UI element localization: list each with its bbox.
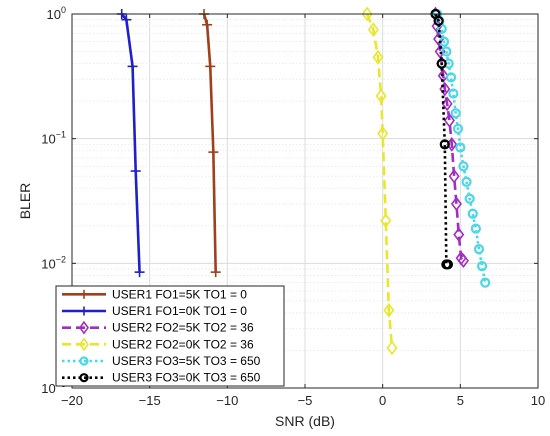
data-point — [437, 68, 449, 84]
y-tick-label: 10−2 — [41, 254, 66, 271]
legend-marker — [79, 337, 89, 352]
data-point — [208, 147, 219, 158]
data-point — [121, 14, 132, 25]
data-point — [202, 19, 213, 30]
data-point — [127, 61, 138, 72]
data-point — [453, 227, 465, 242]
legend-label: USER2 FO2=0K TO2 = 36 — [112, 337, 254, 351]
x-tick-label: −15 — [139, 393, 161, 408]
legend-label: USER1 FO1=0K TO1 = 0 — [112, 304, 247, 318]
data-point — [448, 88, 459, 99]
data-point — [473, 244, 485, 255]
y-axis-label: BLER — [17, 183, 33, 220]
legend-marker — [79, 373, 89, 383]
data-point — [442, 259, 454, 270]
legend-entry: USER2 FO2=0K TO2 = 36 — [62, 337, 254, 351]
data-point — [461, 176, 472, 187]
series-4 — [361, 6, 398, 356]
data-point — [480, 277, 491, 288]
series-line — [434, 13, 448, 266]
data-point — [130, 166, 141, 177]
x-tick-label: −20 — [61, 393, 83, 408]
data-point — [436, 58, 447, 69]
data-point — [433, 31, 445, 47]
data-point — [457, 253, 469, 269]
data-point — [448, 168, 460, 184]
data-point — [441, 46, 452, 57]
data-point — [210, 267, 221, 278]
data-point — [372, 49, 384, 65]
legend-label: USER3 FO3=5K TO3 = 650 — [112, 354, 261, 368]
legend-marker — [79, 306, 89, 316]
legend-entry: USER1 FO1=0K TO1 = 0 — [62, 304, 247, 318]
legend: USER1 FO1=5K TO1 = 0 USER1 FO1=0K TO1 = 0… — [55, 285, 285, 387]
data-point — [470, 223, 481, 234]
data-point — [433, 15, 444, 27]
series-line — [435, 13, 487, 283]
data-point — [450, 196, 462, 212]
data-point — [205, 61, 216, 72]
data-point — [458, 161, 469, 172]
x-tick-label: −5 — [298, 393, 313, 408]
data-point — [439, 139, 450, 150]
x-tick-label: 10 — [531, 393, 545, 408]
legend-label: USER1 FO1=5K TO1 = 0 — [112, 287, 247, 301]
y-tick-label: 100 — [47, 5, 66, 22]
x-axis-label: SNR (dB) — [275, 413, 335, 429]
data-point — [380, 213, 392, 228]
data-point — [445, 72, 457, 83]
data-point — [455, 142, 466, 153]
legend-marker — [79, 320, 89, 335]
legend-entry: USER1 FO1=5K TO1 = 0 — [62, 287, 247, 301]
legend-box — [55, 285, 285, 387]
data-point — [361, 6, 373, 22]
data-point — [450, 108, 461, 119]
data-point — [383, 302, 395, 318]
x-tick-label: −10 — [216, 393, 238, 408]
legend-marker — [79, 356, 89, 366]
legend-entry: USER2 FO2=5K TO2 = 36 — [62, 321, 254, 335]
x-tick-label: 0 — [379, 393, 386, 408]
legend-entry: USER3 FO3=0K TO3 = 650 — [62, 371, 261, 385]
data-point — [375, 88, 387, 104]
data-point — [386, 340, 398, 356]
data-point — [467, 208, 478, 219]
data-point — [134, 267, 145, 278]
y-tick-label: 10−1 — [41, 130, 66, 147]
data-point — [464, 193, 475, 204]
legend-entry: USER3 FO3=5K TO3 = 650 — [62, 354, 261, 368]
data-point — [367, 22, 379, 37]
x-tick-label: 5 — [457, 393, 464, 408]
legend-label: USER3 FO3=0K TO3 = 650 — [112, 371, 261, 385]
data-point — [476, 261, 488, 272]
data-point — [377, 126, 389, 141]
data-point — [452, 123, 464, 134]
legend-label: USER2 FO2=5K TO2 = 36 — [112, 321, 254, 335]
data-point — [443, 113, 455, 128]
legend-marker — [79, 289, 89, 299]
